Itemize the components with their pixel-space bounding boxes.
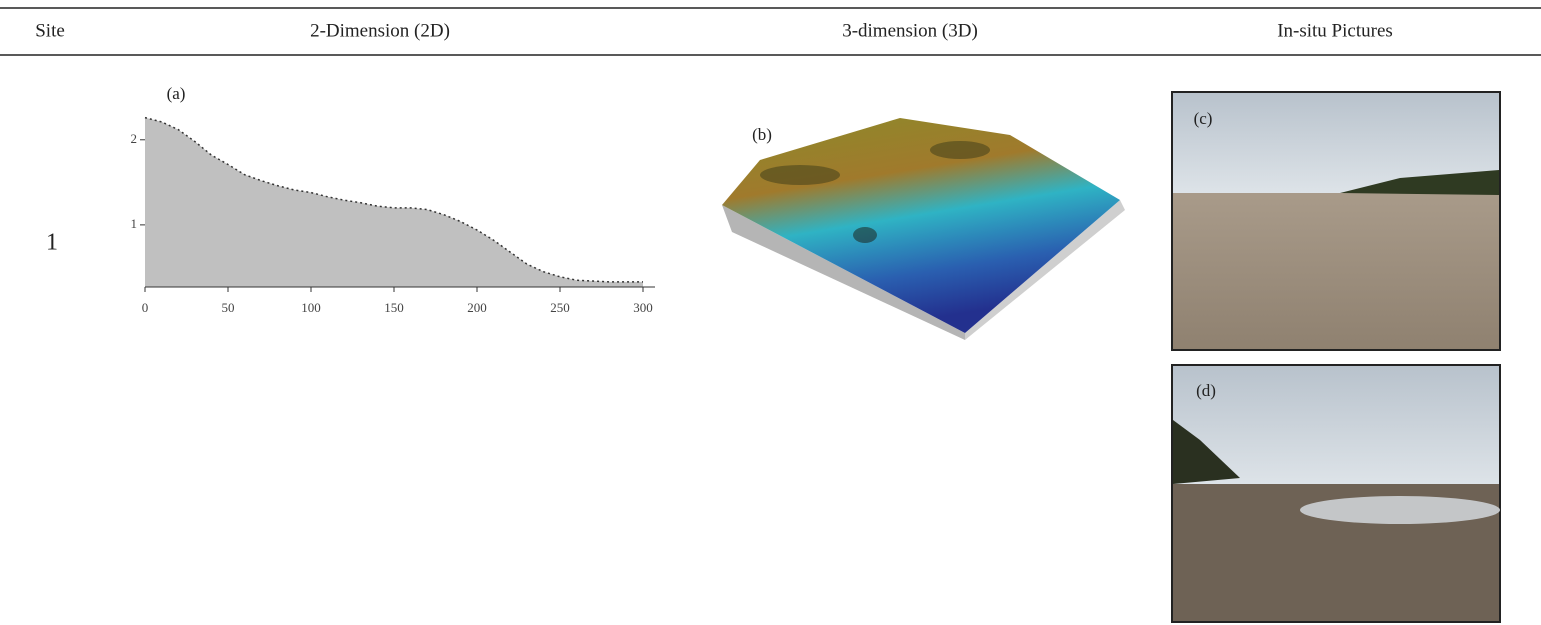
x-tick-label: 100: [301, 300, 321, 315]
photo: [1171, 91, 1501, 351]
photo-water: [1300, 496, 1500, 524]
x-tick-label: 0: [142, 300, 149, 315]
site-number: 1: [46, 230, 58, 256]
terrain-shade: [853, 227, 877, 243]
panel-label: (b): [752, 125, 772, 144]
panel-label: (c): [1194, 109, 1213, 128]
profile-chart: 0 50 100 150 200 250 300 1 2: [131, 116, 655, 315]
area: [145, 117, 643, 287]
x-tick-label: 250: [550, 300, 570, 315]
photo-trees: [1173, 420, 1240, 484]
panel-label: (d): [1196, 381, 1216, 400]
terrain-shade: [760, 165, 840, 185]
area-outline: [144, 116, 643, 283]
panel-label: (a): [167, 84, 186, 103]
y-tick-label: 1: [131, 216, 138, 231]
y-tick-label: 2: [131, 131, 138, 146]
column-header: Site: [35, 20, 65, 41]
terrain-side: [965, 200, 1125, 340]
column-header: In-situ Pictures: [1277, 20, 1393, 41]
photo-trees: [1340, 170, 1499, 195]
terrain-surface: [722, 118, 1120, 333]
terrain-3d: [722, 118, 1125, 340]
terrain-shade: [930, 141, 990, 159]
column-header: 3-dimension (3D): [842, 20, 978, 41]
terrain-side: [722, 205, 965, 340]
x-tick-label: 150: [384, 300, 404, 315]
x-tick-label: 200: [467, 300, 487, 315]
x-tick-label: 300: [633, 300, 653, 315]
photo-sky: [1173, 366, 1499, 484]
photo: [1171, 364, 1501, 623]
column-header: 2-Dimension (2D): [310, 20, 450, 41]
x-tick-label: 50: [222, 300, 235, 315]
